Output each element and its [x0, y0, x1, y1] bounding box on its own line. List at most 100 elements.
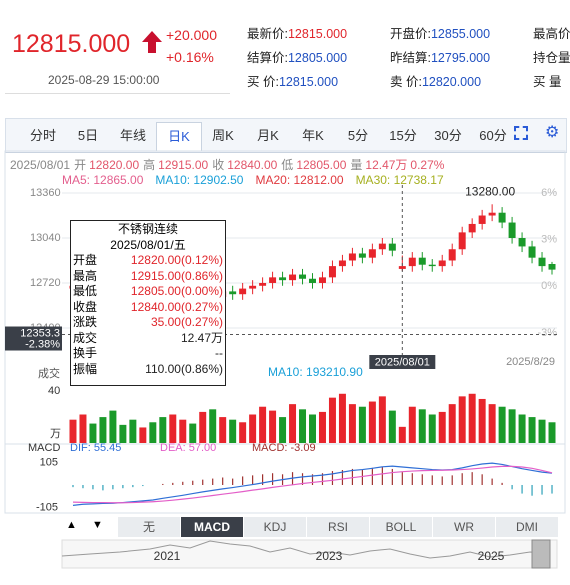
- tab[interactable]: 15分: [389, 128, 417, 143]
- info-value: 0.27%: [410, 158, 445, 172]
- tooltip-label: 换手: [73, 346, 98, 360]
- bottom-tab[interactable]: WR: [433, 517, 496, 537]
- volume-bar: [289, 404, 297, 443]
- change-pct: +0.16%: [166, 49, 214, 65]
- navigator-line: [61, 540, 546, 559]
- volume-bar: [378, 396, 386, 443]
- volume-bar: [169, 414, 177, 443]
- quote-value: 12805.000: [287, 51, 348, 65]
- info-label: 低: [281, 158, 294, 172]
- tooltip-title: 不锈钢连续: [117, 222, 178, 236]
- candle-body: [269, 277, 277, 283]
- tooltip-row: 换手 --: [71, 346, 225, 362]
- macd-label: MACD: [28, 442, 60, 454]
- candle-body: [528, 246, 536, 258]
- volume-bar: [358, 406, 366, 443]
- tab[interactable]: 周K: [212, 128, 234, 143]
- tooltip-label: 最高: [73, 268, 98, 283]
- volume-bar: [418, 409, 426, 443]
- tooltip-value: 12915.00(0.86%): [130, 268, 223, 283]
- volume-bar: [388, 410, 396, 443]
- bottom-tab[interactable]: MACD: [181, 517, 244, 537]
- tooltip: 不锈钢连续 2025/08/01/五 开盘 12820.00(0.12%) 最高 12…: [70, 220, 226, 386]
- quote-value: 12815.000: [287, 27, 348, 41]
- candle-body: [468, 223, 476, 233]
- tab[interactable]: 30分: [434, 128, 462, 143]
- volume-bar: [109, 410, 117, 443]
- tooltip-row: 振幅 110.00(0.86%): [71, 362, 225, 378]
- fullscreen-icon[interactable]: [514, 126, 528, 140]
- quote-label: 买 价:: [247, 75, 279, 89]
- macd-legend: MACD: -3.09: [252, 442, 316, 454]
- quote-value: 12855.000: [430, 27, 491, 41]
- ma-line: MA5: 12865.00 MA10: 12902.50 MA20: 12812.0…: [62, 173, 444, 187]
- tab[interactable]: 5分: [347, 128, 369, 143]
- quote: 卖 价:12820.000: [390, 71, 481, 90]
- max-label: 13280.00: [465, 184, 515, 198]
- volume-bar: [428, 414, 436, 443]
- volume-bar: [129, 419, 137, 443]
- move-down[interactable]: ▼: [92, 519, 103, 531]
- tooltip-row: 涨跌 35.00(0.27%): [71, 315, 225, 331]
- tooltip-label: 成交: [73, 330, 98, 345]
- info-label: 收: [212, 158, 225, 172]
- tooltip-value: 12820.00(0.12%): [130, 253, 223, 267]
- crosshair-date-bg: [369, 355, 436, 369]
- candle-body: [488, 212, 496, 216]
- up-arrow: [142, 31, 162, 53]
- y2-tick-label: -3%: [537, 327, 557, 339]
- bottom-tab[interactable]: DMI: [496, 517, 559, 537]
- info-value: 12915.00: [158, 158, 209, 172]
- settings-icon[interactable]: ⚙: [545, 124, 560, 141]
- macd-legend: DEA: 57.00: [160, 442, 216, 454]
- candle-body: [498, 212, 506, 223]
- tooltip-label: 涨跌: [73, 315, 98, 329]
- tooltip-label: 振幅: [73, 361, 98, 376]
- candle-body: [299, 274, 307, 279]
- quote: 买 量: [533, 71, 561, 90]
- info-label: 开: [74, 158, 87, 172]
- volume-bar: [159, 417, 167, 443]
- bottom-tab[interactable]: 无: [118, 517, 181, 537]
- bottom-tab[interactable]: BOLL: [370, 517, 433, 537]
- quote-value: 12820.000: [421, 75, 482, 89]
- volume-bar: [179, 419, 187, 443]
- tab[interactable]: 5日: [77, 128, 99, 143]
- info-value: 12.47万: [365, 158, 408, 172]
- volume-bar: [199, 411, 207, 443]
- info-value: 12820.00: [89, 158, 140, 172]
- move-up[interactable]: ▲: [66, 519, 77, 531]
- macd-line: [72, 462, 553, 506]
- tab[interactable]: 日K: [156, 122, 202, 151]
- tab[interactable]: 分时: [29, 128, 56, 143]
- quote: 最高价: [533, 23, 570, 42]
- candle-body: [259, 282, 267, 286]
- candle-body: [538, 257, 546, 267]
- volume-bar: [209, 409, 217, 443]
- tab[interactable]: 月K: [257, 128, 279, 143]
- y2-tick-label: 6%: [541, 187, 557, 199]
- ma-legend: MA20: 12812.00: [255, 173, 344, 187]
- divider: [5, 93, 230, 94]
- tab[interactable]: 年线: [119, 128, 146, 143]
- volume-bar: [89, 423, 97, 443]
- tab[interactable]: 60分: [479, 128, 507, 143]
- change: +20.000: [166, 27, 217, 43]
- volume-bar: [528, 417, 536, 443]
- volume-bar: [548, 422, 556, 443]
- candle-body: [309, 278, 316, 283]
- tooltip-row: 成交 12.47万: [71, 331, 225, 347]
- candle-body: [398, 266, 406, 269]
- volume-bar: [328, 397, 336, 443]
- volume-bar: [269, 410, 277, 443]
- tab[interactable]: 年K: [302, 128, 324, 143]
- volume-ma: MA10: 193210.90: [268, 365, 363, 379]
- bottom-tab[interactable]: KDJ: [244, 517, 307, 537]
- candle-body: [418, 257, 426, 265]
- info-line: 2025/08/01 开 12820.00 高 12915.00 收 12840.00 低 12…: [10, 156, 444, 173]
- candle-body: [428, 264, 436, 267]
- volume-bar: [119, 424, 127, 443]
- candle-body: [318, 277, 326, 283]
- quote-value: 12815.000: [278, 75, 339, 89]
- bottom-tab[interactable]: RSI: [307, 517, 370, 537]
